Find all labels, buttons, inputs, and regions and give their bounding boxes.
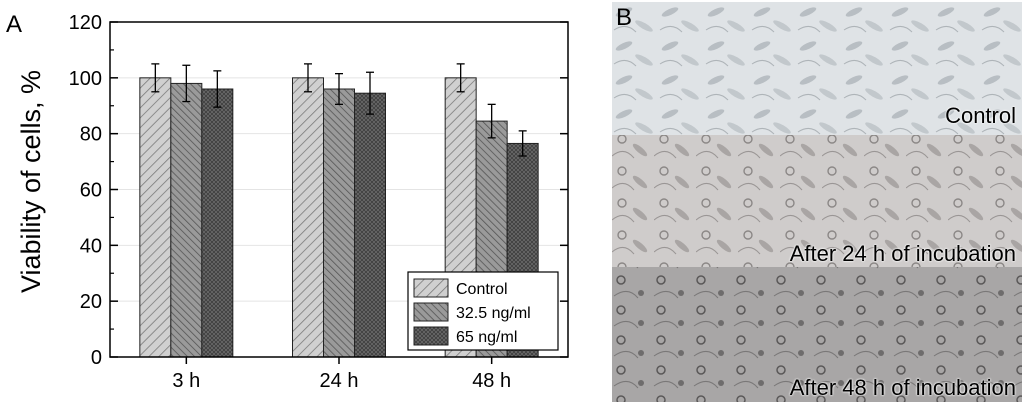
bar-control [292, 77, 324, 358]
y-axis-label: Viability of cells, % [16, 70, 46, 293]
micrograph-48h [612, 267, 1022, 402]
bars [139, 77, 539, 358]
legend-label: 65 ng/ml [456, 329, 517, 346]
legend-swatch [413, 278, 449, 298]
legend-label: 32.5 ng/ml [456, 305, 531, 322]
y-tick-label: 100 [69, 68, 102, 90]
panel-b-letter: B [616, 4, 633, 31]
bar-32-5-ng-ml [170, 82, 203, 358]
micrograph-label-control: Control [945, 103, 1016, 128]
bar-32-5-ng-ml [323, 88, 355, 358]
x-tick-label: 24 h [320, 370, 359, 392]
y-tick-label: 40 [80, 235, 102, 257]
micrograph-label-24h: After 24 h of incubation [789, 241, 1016, 266]
x-axis: 3 h 24 h 48 h [172, 357, 511, 392]
legend-swatch [413, 302, 449, 322]
y-axis: 0 20 40 60 80 100 120 [69, 12, 568, 369]
bar-control [139, 77, 172, 358]
panel-a-letter: A [6, 11, 22, 38]
control-micrograph [612, 2, 1022, 135]
bar-65-ng-ml [354, 92, 386, 358]
legend-swatch [413, 326, 449, 346]
y-tick-label: 80 [80, 124, 102, 146]
micrograph-label-48h: After 48 h of incubation [789, 375, 1016, 400]
y-tick-label: 60 [80, 180, 102, 202]
x-tick-label: 48 h [472, 370, 511, 392]
y-tick-label: 20 [80, 291, 102, 313]
x-tick-label: 3 h [172, 370, 200, 392]
legend: Control 32.5 ng/ml 65 ng/ml [407, 271, 559, 351]
micrograph-images [612, 2, 1022, 402]
error-bars [151, 63, 527, 157]
legend-label: Control [456, 281, 508, 298]
bar-chart: A 0 20 40 60 80 100 120 3 h 24 h 48 h Viability … [6, 11, 569, 392]
y-tick-label: 120 [69, 12, 102, 34]
micrograph-panel: B Control After 24 h of incubation After… [612, 2, 1022, 402]
y-tick-label: 0 [91, 347, 102, 369]
bar-65-ng-ml [201, 88, 234, 358]
micrograph-24h [612, 135, 1022, 267]
